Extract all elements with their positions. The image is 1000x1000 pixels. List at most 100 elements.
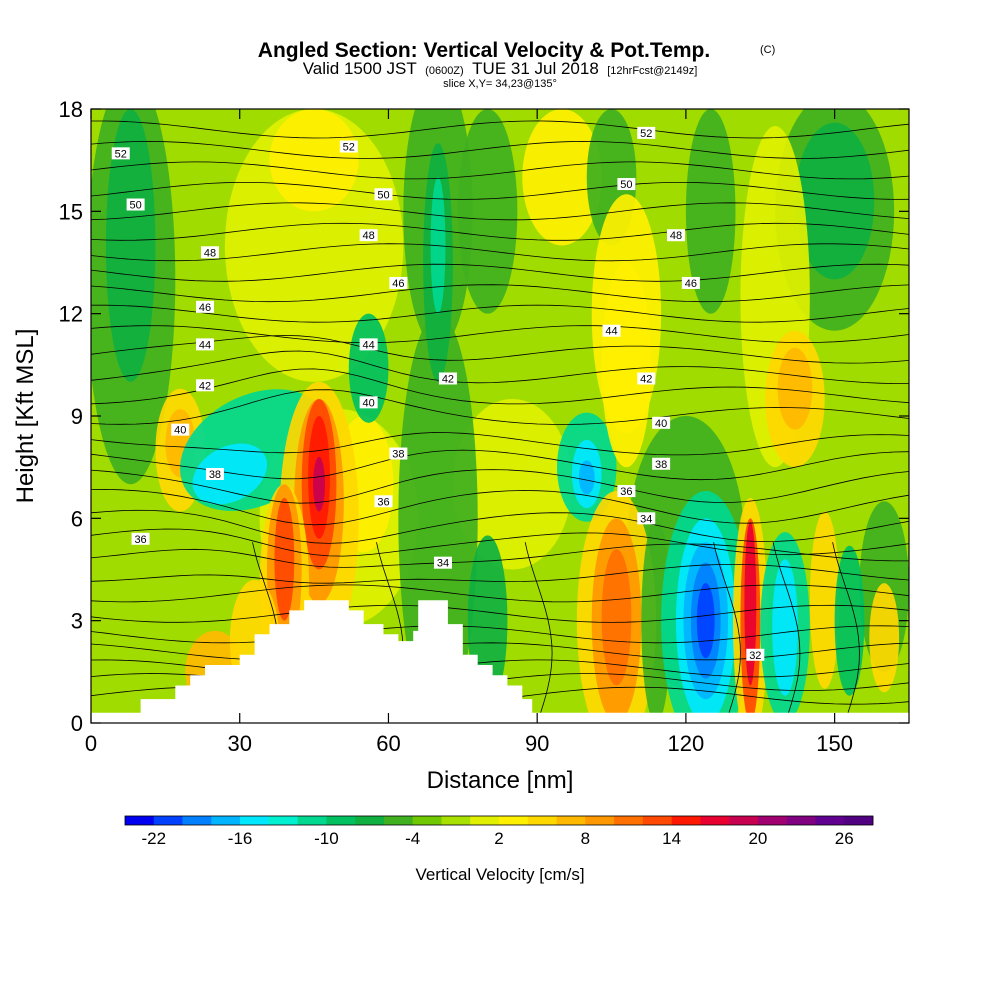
contour-label-box [389,276,408,289]
contour-label-box [205,467,224,480]
colorbar-swatch [642,816,672,825]
contour-label-box [637,126,656,139]
chart-subtitle: Valid 1500 JST (0600Z) TUE 31 Jul 2018 [… [303,59,698,78]
colorbar-swatch [326,816,356,825]
contour-label: 50 [377,189,389,201]
y-tick-label: 18 [59,97,83,122]
colorbar-swatch [614,816,644,825]
isentrope-line [91,222,909,241]
isentrope-line [91,304,909,323]
contour-label-box [637,372,656,385]
isentrope-line [91,543,909,568]
x-tick-label: 0 [85,731,97,756]
isentrope-line [91,509,909,544]
colorbar-swatch [240,816,270,825]
colorbar-swatch [441,816,471,825]
colorbar-swatch [383,816,413,825]
y-axis-label: Height [Kft MSL] [12,329,39,504]
x-axis-label: Distance [nm] [427,767,574,794]
velocity-cell [744,521,757,686]
contour-label-box [433,556,452,569]
colorbar-tick-label: 14 [662,829,681,848]
contour-label-box [359,338,378,351]
contour-label: 40 [362,397,374,409]
isentrope-line [91,642,909,661]
contour-label: 42 [640,373,652,385]
colorbar-swatch [297,816,327,825]
colorbar-swatch [268,816,298,825]
colorbar-frame [124,815,874,826]
x-axis: 0 30 60 90 120 150 [85,109,853,756]
velocity-cell [578,460,595,495]
contour-label-box [131,532,150,545]
colorbar-swatch [470,816,500,825]
contour-label: 38 [209,469,221,481]
velocity-cell [274,497,295,621]
colorbar-swatch [153,816,183,825]
colorbar-swatch [700,816,730,825]
velocity-cell [869,583,900,693]
colorbar-tick-label: 2 [494,829,503,848]
contour-label: 42 [199,380,211,392]
colorbar-swatch [729,816,759,825]
contour-label: 36 [134,534,146,546]
colorbar-swatch [815,816,845,825]
isentrope-line [91,528,909,557]
contour-label: 46 [392,278,404,290]
contour-label-box [196,300,215,313]
colorbar-swatch [355,816,385,825]
contour-label: 36 [377,496,389,508]
contour-label-box [196,379,215,392]
contour-labels: 52 52 52 50 50 50 48 48 48 46 46 46 44 44 44 42 42 42 40 40… [111,126,765,662]
isentrope-line [91,325,909,344]
velocity-cell [348,313,389,423]
y-tick-label: 12 [59,302,83,327]
contour-label-box [359,396,378,409]
contour-label: 46 [685,278,697,290]
contour-label: 48 [204,247,216,259]
velocity-cell [834,545,865,696]
plot-area: 52 52 52 50 50 50 48 48 48 46 46 46 44 44 44 42 42 42 40 40… [91,109,909,723]
contour-label: 44 [605,326,617,338]
velocity-cell [809,511,840,689]
isentrope-line [91,243,909,262]
colorbar [124,815,874,826]
contour-label-box [617,485,636,498]
colorbar-swatch [671,816,701,825]
isentrope-line [91,284,909,303]
terrain [91,600,909,723]
contour-label-box [374,495,393,508]
colorbar-tick-label: -16 [228,829,253,848]
contour-label-box [389,447,408,460]
colorbar-swatch [211,816,241,825]
isentrope-line [91,449,909,481]
contour-label-box [359,229,378,242]
velocity-cell [777,347,813,430]
isentrope-line [832,542,860,713]
isentrope-line [91,432,909,456]
contour-label: 36 [620,486,632,498]
y-tick-label: 6 [71,506,83,531]
isentrope-line [91,140,909,159]
isentrope-line [524,542,553,713]
colorbar-swatch [556,816,586,825]
isentrope-line [91,604,909,623]
subtitle-valid: Valid 1500 JST [303,59,417,78]
colorbar-swatch [585,816,615,825]
velocity-cell [696,583,715,659]
velocity-cell [601,262,652,468]
isentrope-line [91,120,909,139]
contour-label: 40 [655,418,667,430]
velocity-cell [452,398,572,570]
contour-label-box [617,178,636,191]
isentrope-line [91,334,909,364]
colorbar-swatch [125,816,155,825]
chart-title: Angled Section: Vertical Velocity & Pot.… [258,39,710,62]
colorbar-swatch [182,816,212,825]
x-tick-label: 60 [376,731,400,756]
velocity-cell [105,109,156,382]
colorbar-tick-label: 20 [748,829,767,848]
velocity-cell [794,122,875,280]
isentrope-line [91,182,909,200]
